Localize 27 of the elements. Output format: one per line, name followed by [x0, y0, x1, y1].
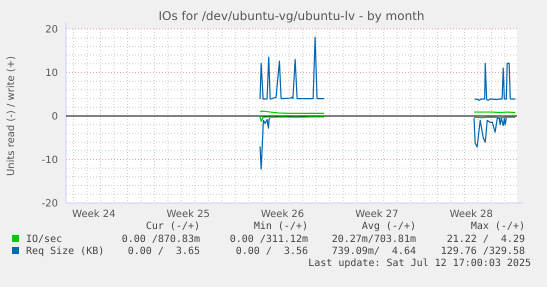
text: Cur (-/+) [146, 221, 200, 232]
text: 21.22 / 4.29 [446, 234, 525, 245]
text: 0.00 / 3.65 [128, 246, 200, 257]
x-tick-label: Week 27 [355, 209, 399, 220]
y-axis-title: Units read (-) / write (+) [6, 56, 17, 176]
text: Avg (-/+) [362, 221, 416, 232]
text: 0.00 /311.12m [230, 234, 308, 245]
text: Min (-/+) [254, 221, 308, 232]
legend-label: IO/sec [26, 234, 62, 245]
x-tick-label: Week 28 [450, 209, 493, 220]
text: 129.76 /329.58 [440, 246, 525, 257]
x-tick-label: Week 24 [72, 209, 116, 220]
text: Max (-/+) [470, 221, 525, 232]
text: 739.09m/ 4.64 [332, 246, 416, 257]
text: 0.00 / 3.56 [236, 246, 308, 257]
y-tick-label: 20 [45, 24, 58, 36]
y-tick-label: 0 [52, 112, 58, 122]
chart-title: IOs for /dev/ubuntu-vg/ubuntu-lv - by month [158, 9, 425, 23]
text: 20.27m/703.81m [332, 234, 416, 245]
x-tick-label: Week 26 [260, 209, 304, 220]
y-tick-label: -10 [42, 155, 58, 166]
legend-label: Req Size (KB) [26, 246, 104, 257]
y-tick-label: -20 [42, 198, 58, 210]
x-tick-label: Week 25 [166, 209, 210, 220]
text: 0.00 /870.83m [122, 234, 200, 245]
text: Last update: Sat Jul 12 17:00:03 2025 [308, 258, 531, 269]
y-tick-label: 10 [45, 68, 58, 79]
